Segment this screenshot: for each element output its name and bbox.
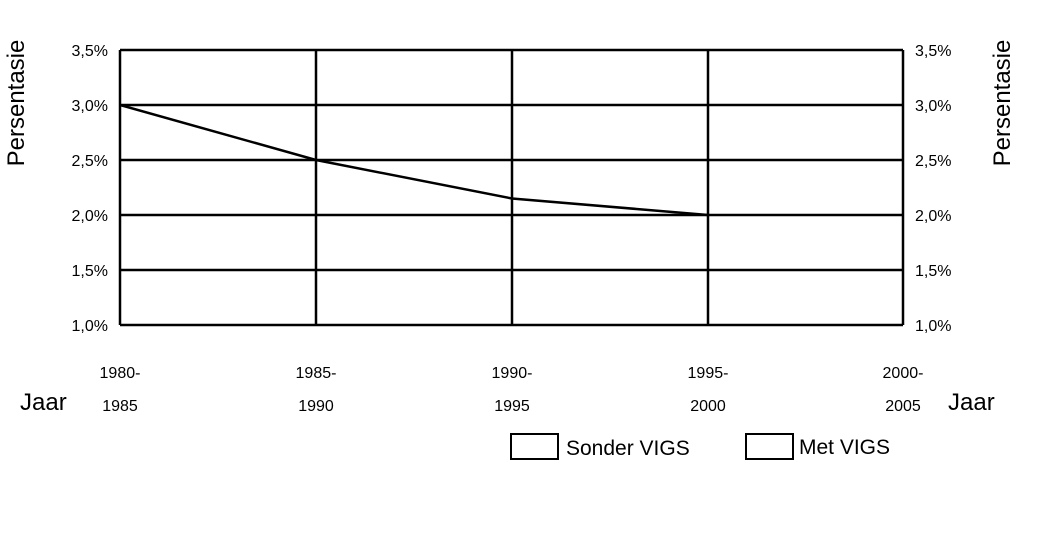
y-tick-label-left: 2,0% — [72, 208, 108, 225]
x-tick-label-line2: 1990 — [298, 398, 334, 415]
x-axis-title-right: Jaar — [948, 389, 995, 416]
y-tick-label-right: 2,0% — [915, 208, 951, 225]
y-axis-title-left: Persentasie — [3, 40, 30, 167]
x-tick-label-line1: 1980- — [100, 365, 141, 382]
y-tick-label-left: 1,5% — [72, 263, 108, 280]
right-y-tick-labels: 1,0% 1,5% 2,0% 2,5% 3,0% 3,5% — [915, 43, 951, 335]
y-tick-label-right: 3,0% — [915, 98, 951, 115]
y-tick-label-left: 2,5% — [72, 153, 108, 170]
legend-label-sonder-vigs: Sonder VIGS — [566, 437, 690, 460]
legend-label-met-vigs: Met VIGS — [799, 436, 890, 459]
grid — [118, 48, 905, 327]
x-axis-title-left: Jaar — [20, 389, 67, 416]
left-y-tick-labels: 1,0% 1,5% 2,0% 2,5% 3,0% 3,5% — [72, 43, 108, 335]
x-tick-label-line2: 1995 — [494, 398, 530, 415]
x-tick-label: 1990- 1995 — [492, 365, 533, 415]
x-tick-label: 2000- 2005 — [883, 365, 924, 415]
x-tick-label-line2: 1985 — [102, 398, 138, 415]
y-tick-label-left: 1,0% — [72, 318, 108, 335]
x-tick-label: 1985- 1990 — [296, 365, 337, 415]
y-tick-label-right: 1,5% — [915, 263, 951, 280]
x-tick-label-line1: 2000- — [883, 365, 924, 382]
x-tick-labels: 1980- 1985 1985- 1990 1990- 1995 1995- 2000 2000… — [100, 365, 924, 415]
series-lines — [119, 103, 709, 217]
legend-swatch-sonder-vigs — [510, 433, 559, 460]
y-tick-label-right: 3,5% — [915, 43, 951, 60]
series-line-0 — [119, 103, 709, 217]
legend: Sonder VIGS Met VIGS — [510, 433, 890, 460]
y-tick-label-right: 1,0% — [915, 318, 951, 335]
x-tick-label-line1: 1985- — [296, 365, 337, 382]
x-tick-label-line1: 1990- — [492, 365, 533, 382]
x-tick-label-line1: 1995- — [688, 365, 729, 382]
y-tick-label-left: 3,0% — [72, 98, 108, 115]
y-tick-label-right: 2,5% — [915, 153, 951, 170]
y-tick-label-left: 3,5% — [72, 43, 108, 60]
x-tick-label-line2: 2005 — [885, 398, 921, 415]
x-tick-label-line2: 2000 — [690, 398, 726, 415]
y-axis-title-right: Persentasie — [989, 40, 1016, 167]
x-tick-label: 1995- 2000 — [688, 365, 729, 415]
legend-swatch-met-vigs — [745, 433, 794, 460]
x-tick-label: 1980- 1985 — [100, 365, 141, 415]
